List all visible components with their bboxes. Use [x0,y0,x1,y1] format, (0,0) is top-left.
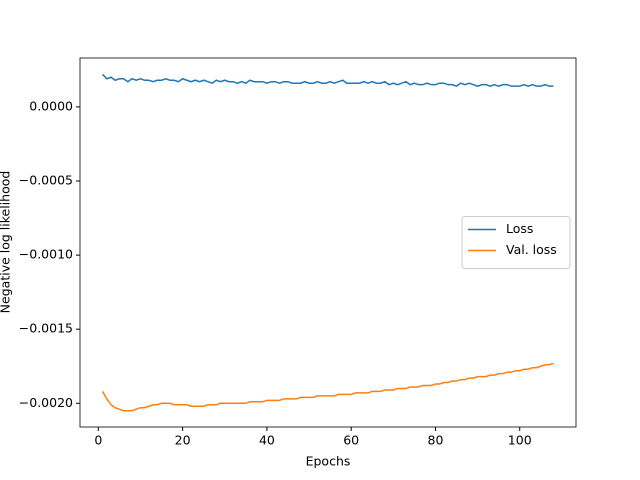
plot-frame [79,57,577,428]
y-tick-label: −0.0020 [19,395,73,410]
x-tick-label: 100 [508,433,532,448]
line-series [101,362,554,412]
x-tick-label: 80 [428,433,444,448]
line-series [102,73,554,87]
legend-label: Val. loss [506,242,557,257]
x-axis-label: Epochs [306,454,351,469]
x-tick-label: 20 [175,433,191,448]
y-axis-label: Negative log likelihood [0,171,13,314]
legend-label: Loss [506,221,533,236]
y-tick-label: −0.0005 [19,173,73,188]
y-tick-label: −0.0010 [19,247,73,262]
y-tick-label: −0.0015 [19,321,73,336]
y-tick-label: 0.0000 [29,98,73,113]
x-tick-label: 0 [94,433,102,448]
x-tick-label: 60 [343,433,359,448]
x-tick-label: 40 [259,433,275,448]
legend: Loss Val. loss [461,216,571,269]
